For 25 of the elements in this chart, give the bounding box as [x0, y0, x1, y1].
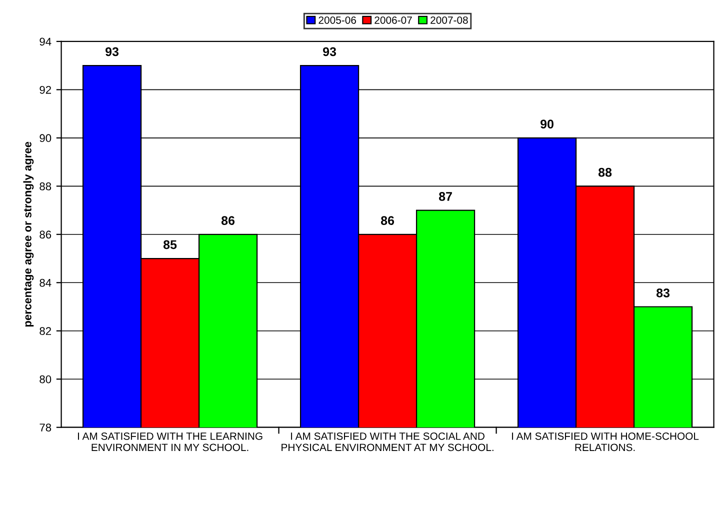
- x-tick-label: I AM SATISFIED WITH THE LEARNING ENVIRONMENT IN MY SCHOOL.: [78, 432, 262, 452]
- x-tick-label: I AM SATISFIED WITH THE SOCIAL AND PHYSICAL ENVIRONMENT AT MY SCHOOL.: [282, 432, 494, 452]
- data-label: 88: [598, 168, 612, 177]
- y-tick-label: 82: [40, 327, 52, 336]
- y-tick-label: 80: [40, 375, 52, 384]
- legend-label: 2006-07: [374, 16, 412, 24]
- y-tick-label: 94: [40, 38, 52, 46]
- data-label: 87: [438, 192, 452, 201]
- data-label: 90: [540, 120, 554, 128]
- data-label: 86: [380, 216, 394, 225]
- data-label: 93: [106, 47, 119, 56]
- data-label: 86: [221, 216, 235, 225]
- y-tick-label: 90: [40, 134, 52, 142]
- y-tick-label: 92: [40, 86, 52, 94]
- y-tick-label: 86: [40, 230, 52, 239]
- legend-label: 2007-08: [430, 16, 468, 24]
- x-tick-label: I AM SATISFIED WITH HOME-SCHOOL RELATIONS.: [512, 432, 699, 452]
- y-tick-label: 84: [40, 278, 52, 287]
- data-label: 93: [323, 47, 336, 56]
- data-label: 83: [656, 288, 670, 298]
- y-tick-label: 88: [40, 182, 52, 190]
- y-tick-label: 78: [40, 424, 52, 432]
- y-axis-title: percentage agree or strongly agree: [23, 142, 34, 327]
- data-label: 85: [163, 240, 177, 250]
- legend-label: 2005-06: [318, 16, 356, 24]
